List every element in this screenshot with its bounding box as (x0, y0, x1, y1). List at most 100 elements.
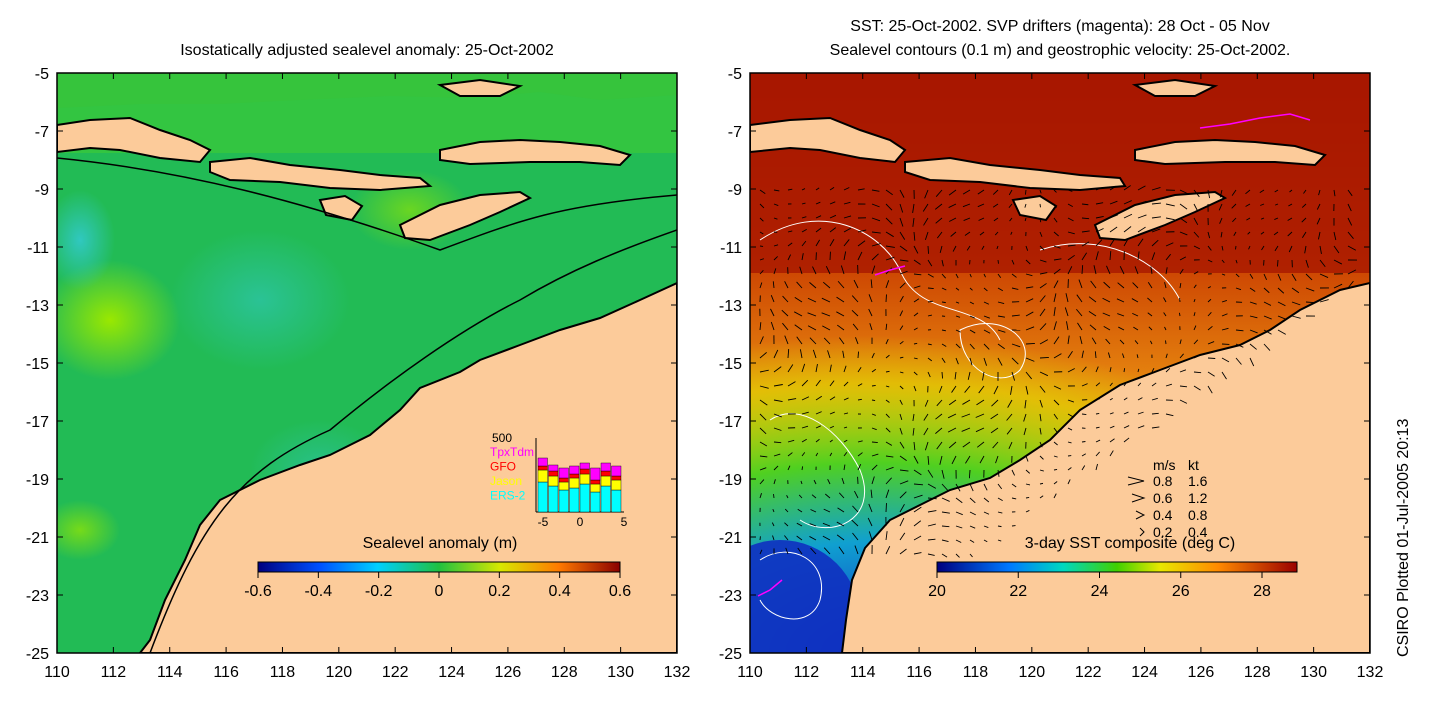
colorbar-tick-label: 28 (1253, 583, 1271, 600)
inset-bar (569, 477, 580, 489)
speed-arrow (1127, 476, 1145, 486)
left-australia-land (138, 281, 677, 653)
inset-bar (537, 469, 548, 483)
y-tick-label: -5 (728, 66, 742, 83)
inset-bar (558, 489, 569, 513)
colorbar-tick-label: 26 (1172, 583, 1190, 600)
velocity-vectors (759, 185, 1358, 558)
right-australia-land (840, 281, 1370, 653)
x-tick-label: 130 (607, 664, 634, 681)
speed-kt-value: 0.8 (1188, 507, 1208, 523)
drifter-track (757, 579, 783, 597)
y-tick-label: -13 (719, 298, 742, 315)
left-colorbar-ticks: -0.6 -0.4 -0.2 0 0.2 0.4 0.6 (244, 572, 631, 600)
inset-bar (611, 475, 622, 481)
x-tick-label: 120 (1018, 664, 1045, 681)
speed-header-kt: kt (1188, 457, 1199, 473)
speed-ms-value: 0.2 (1153, 524, 1173, 540)
speed-kt-value: 0.4 (1188, 524, 1208, 540)
x-tick-label: 126 (495, 664, 522, 681)
x-tick-label: 120 (325, 664, 352, 681)
x-tick-label: 130 (1300, 664, 1327, 681)
inset-bar (590, 467, 601, 481)
speed-arrow (1139, 527, 1145, 537)
colorbar-tick-label: -0.6 (244, 583, 272, 600)
y-tick-label: -19 (26, 472, 49, 489)
left-map-title: Isostatically adjusted sealevel anomaly:… (180, 42, 554, 59)
right-colorbar-ticks: 20 22 24 26 28 (928, 572, 1271, 600)
x-tick-label: 110 (44, 664, 70, 681)
colorbar-tick-label: 0.2 (488, 583, 510, 600)
right-map (750, 73, 1370, 653)
inset-bar (600, 485, 611, 513)
speed-kt-value: 1.2 (1188, 490, 1208, 506)
y-tick-label: -13 (26, 298, 49, 315)
inset-bar (590, 479, 601, 485)
x-tick-label: 126 (1188, 664, 1215, 681)
inset-bar (600, 470, 611, 477)
colorbar-tick-label: 0.4 (549, 583, 571, 600)
y-tick-label: -21 (26, 530, 49, 547)
inset-bar (611, 479, 622, 491)
inset-bar (548, 464, 559, 472)
y-tick-label: -25 (26, 646, 49, 663)
y-tick-label: -9 (728, 182, 742, 199)
inset-bar (611, 465, 622, 477)
colorbar-tick-label: 0 (435, 583, 444, 600)
speed-kt-value: 1.6 (1188, 473, 1208, 489)
x-tick-label: 124 (1131, 664, 1158, 681)
x-tick-label: 122 (382, 664, 409, 681)
x-tick-label: 116 (213, 664, 239, 681)
inset-bar (579, 468, 590, 475)
x-tick-label: 128 (1244, 664, 1271, 681)
y-tick-label: -23 (719, 588, 742, 605)
left-map (57, 73, 677, 653)
inset-bar (558, 467, 569, 479)
y-tick-label: -17 (719, 414, 742, 431)
y-tick-label: -17 (26, 414, 49, 431)
inset-bar (590, 483, 601, 493)
speed-ms-value: 0.6 (1153, 490, 1173, 506)
inset-bar (590, 491, 601, 513)
inset-bar (611, 489, 622, 513)
inset-bar (569, 465, 580, 475)
inset-legend-item: GFO (490, 460, 516, 474)
y-tick-label: -25 (719, 646, 742, 663)
inset-legend-item: ERS-2 (490, 489, 526, 503)
inset-bar (537, 457, 548, 467)
speed-ms-value: 0.4 (1153, 507, 1173, 523)
inset-bar (579, 483, 590, 513)
x-tick-label: 128 (551, 664, 578, 681)
y-tick-label: -11 (27, 240, 49, 257)
plot-credit: CSIRO Plotted 01-Jul-2005 20:13 (1395, 418, 1412, 657)
inset-bar (548, 470, 559, 477)
colorbar-tick-label: 0.6 (609, 583, 631, 600)
x-tick-label: 112 (794, 664, 820, 681)
left-colorbar (257, 561, 621, 573)
colorbar-tick-label: 20 (928, 583, 946, 600)
inset-bar (537, 481, 548, 513)
right-colorbar (936, 561, 1298, 573)
inset-bar (537, 465, 548, 471)
y-tick-label: -9 (35, 182, 49, 199)
drifter-track (874, 265, 906, 276)
speed-arrow (1131, 493, 1146, 503)
y-tick-label: -5 (35, 66, 49, 83)
y-tick-label: -21 (719, 530, 742, 547)
x-tick-label: 132 (664, 664, 691, 681)
speed-ms-value: 0.8 (1153, 473, 1173, 489)
y-tick-label: -15 (719, 356, 742, 373)
inset-x-tick: 0 (577, 515, 584, 529)
colorbar-tick-label: 24 (1091, 583, 1109, 600)
left-colorbar-label: Sealevel anomaly (m) (363, 535, 518, 552)
speed-legend: m/s kt 0.8 1.60.6 1.20.4 0.80.2 0.4 (1127, 457, 1208, 540)
x-tick-label: 110 (737, 664, 763, 681)
inset-bar (558, 481, 569, 491)
colorbar-tick-label: -0.4 (305, 583, 333, 600)
inset-bar (579, 473, 590, 485)
x-tick-label: 112 (101, 664, 127, 681)
x-tick-label: 114 (850, 664, 876, 681)
